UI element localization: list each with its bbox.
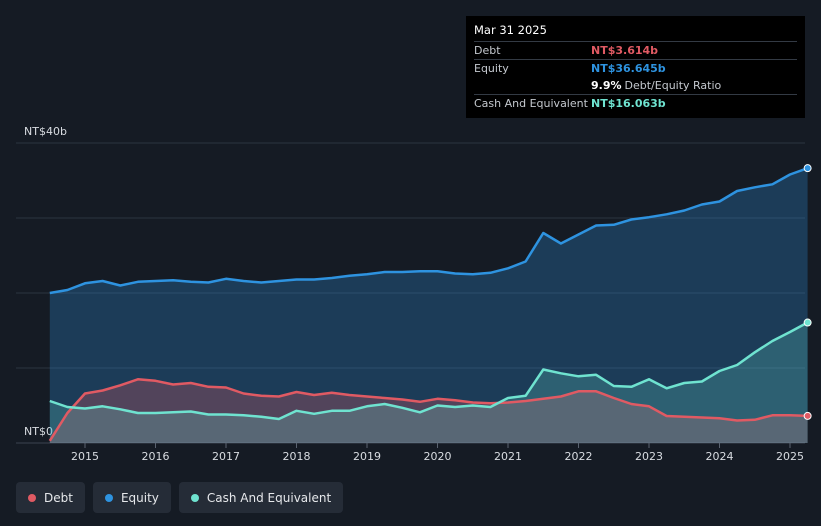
tooltip-ratio-value: 9.9% [591, 79, 622, 92]
chart-legend: Debt Equity Cash And Equivalent [16, 482, 344, 513]
legend-cash-label: Cash And Equivalent [206, 490, 332, 505]
x-tick-label: 2016 [142, 450, 170, 463]
x-tick-label: 2024 [706, 450, 734, 463]
series-lines [48, 167, 809, 442]
debt-endpoint [803, 411, 812, 420]
debt-dot-icon [28, 493, 36, 502]
equity-endpoint [803, 164, 812, 173]
tooltip-date: Mar 31 2025 [474, 23, 547, 37]
x-tick-label: 2015 [71, 450, 99, 463]
debt-area [49, 379, 808, 443]
tooltip-equity-value: NT$36.645b [591, 62, 666, 75]
cash-and-equivalent-line [49, 321, 809, 421]
cash-and-equivalent-area [49, 322, 808, 443]
tooltip-equity-label: Equity [474, 62, 509, 75]
tooltip-equity-row: Equity NT$36.645b [474, 59, 797, 77]
y-axis-top-label: NT$40b [24, 125, 67, 138]
x-tick-label: 2025 [776, 450, 804, 463]
legend-item-equity[interactable]: Equity [92, 482, 171, 513]
legend-item-cash[interactable]: Cash And Equivalent [178, 482, 344, 513]
equity-dot-icon [104, 493, 113, 502]
series-areas [49, 168, 808, 443]
legend-equity-label: Equity [120, 490, 159, 505]
x-tick-label: 2021 [494, 450, 522, 463]
grid-lines [16, 142, 805, 444]
x-tick-label: 2018 [283, 450, 311, 463]
x-tick-label: 2017 [212, 450, 240, 463]
tooltip-cash-value: NT$16.063b [591, 97, 666, 110]
y-axis-zero-label: NT$0 [24, 425, 53, 438]
x-tick-label: 2022 [565, 450, 593, 463]
data-tooltip: Mar 31 2025 Debt NT$3.614b Equity NT$36.… [466, 16, 805, 118]
legend-item-debt[interactable]: Debt [16, 482, 85, 513]
tooltip-debt-label: Debt [474, 44, 501, 57]
cash-and-equivalent-endpoint [803, 318, 812, 327]
x-tick-label: 2023 [635, 450, 663, 463]
tooltip-debt-value: NT$3.614b [591, 44, 659, 57]
x-axis-ticks: 2015 2016 2017 2018 2019 2020 2021 2022 2023 2024… [71, 443, 804, 463]
equity-line [49, 167, 809, 295]
equity-area [49, 168, 808, 443]
x-tick-label: 2019 [353, 450, 381, 463]
cash-dot-icon [190, 493, 199, 502]
tooltip-ratio-row: 9.9% Debt/Equity Ratio [474, 77, 797, 94]
tooltip-debt-row: Debt NT$3.614b [474, 41, 797, 59]
legend-debt-label: Debt [44, 490, 73, 505]
tooltip-cash-row: Cash And Equivalent NT$16.063b [474, 94, 797, 112]
debt-line [48, 378, 808, 442]
tooltip-cash-label: Cash And Equivalent [474, 97, 588, 110]
tooltip-ratio-label: Debt/Equity Ratio [624, 79, 722, 92]
series-endpoints [803, 164, 812, 420]
x-tick-label: 2020 [424, 450, 452, 463]
